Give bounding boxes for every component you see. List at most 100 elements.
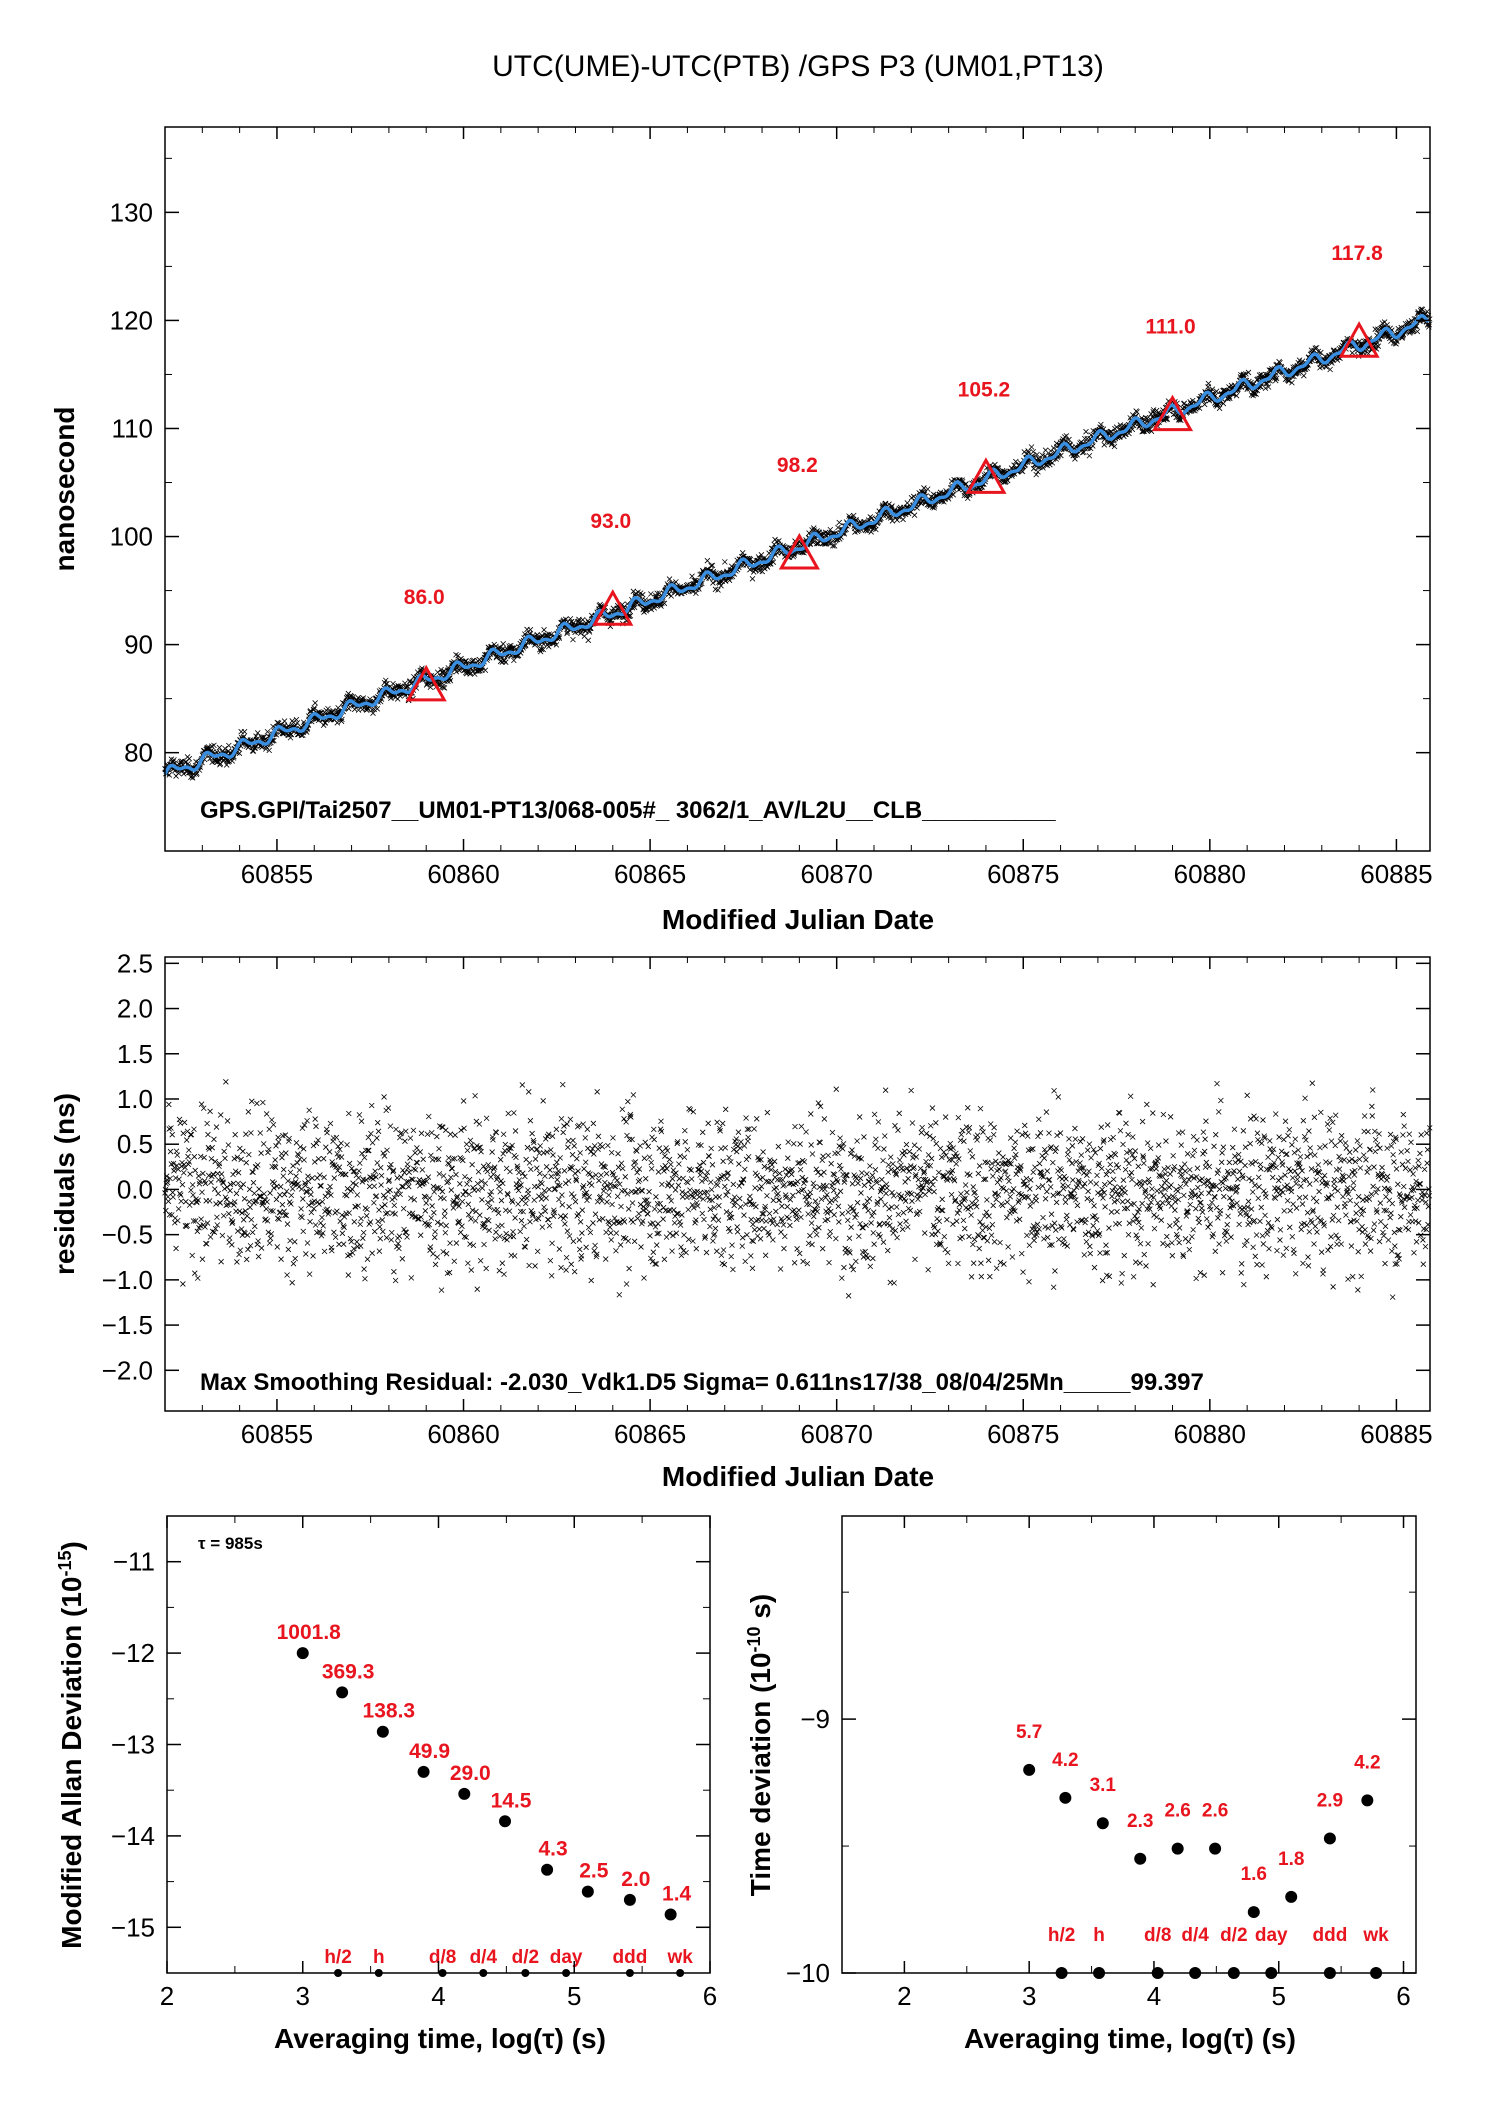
residuals-point	[220, 1212, 227, 1219]
residuals-point	[724, 1175, 730, 1182]
residuals-point	[400, 1167, 406, 1174]
residuals-point	[907, 1207, 914, 1214]
residuals-point	[519, 1082, 526, 1088]
residuals-point	[223, 1202, 230, 1209]
residuals-point	[512, 1128, 519, 1134]
residuals-point	[591, 1248, 598, 1254]
residuals-point	[508, 1197, 515, 1204]
residuals-point	[264, 1199, 270, 1205]
residuals-point	[374, 1135, 380, 1141]
residuals-point	[311, 1198, 318, 1204]
residuals-point	[442, 1229, 449, 1236]
residuals-point	[254, 1162, 261, 1168]
residuals-point	[770, 1237, 776, 1243]
residuals-point	[815, 1100, 822, 1106]
residuals-point	[605, 1218, 612, 1225]
residuals-point	[885, 1162, 892, 1168]
residuals-point	[677, 1153, 683, 1159]
residuals-point	[613, 1230, 620, 1236]
residuals-point	[278, 1256, 284, 1262]
timeseries-ytick-label: 110	[112, 413, 153, 443]
timeseries-point	[166, 772, 173, 778]
residuals-point	[287, 1237, 293, 1244]
residuals-point	[187, 1131, 194, 1138]
residuals-point	[651, 1136, 657, 1143]
residuals-point	[945, 1260, 952, 1267]
timeseries-point	[567, 615, 574, 622]
residuals-point	[830, 1180, 836, 1186]
residuals-point	[527, 1117, 534, 1124]
residuals-point	[213, 1201, 219, 1207]
residuals-point	[735, 1129, 742, 1135]
residuals-point	[837, 1188, 844, 1195]
residuals-point	[357, 1243, 364, 1249]
residuals-point	[465, 1201, 472, 1208]
residuals-point	[244, 1232, 251, 1238]
residuals-point	[498, 1197, 505, 1204]
residuals-point	[838, 1166, 844, 1172]
residuals-point	[605, 1192, 612, 1198]
residuals-point	[548, 1173, 555, 1180]
residuals-point	[835, 1150, 841, 1156]
residuals-point	[268, 1117, 275, 1123]
residuals-point	[901, 1148, 908, 1155]
timeseries-point	[293, 716, 300, 723]
residuals-point	[185, 1153, 191, 1160]
residuals-point	[844, 1217, 851, 1224]
residuals-point	[608, 1230, 614, 1236]
residuals-point	[393, 1126, 399, 1133]
residuals-point	[884, 1247, 891, 1254]
timeseries-ticks: 60855 60860 60865 60870 60875 60880 6088580901…	[110, 127, 1433, 889]
residuals-point	[726, 1154, 732, 1161]
timeseries-point	[211, 742, 217, 749]
residuals-point	[255, 1253, 262, 1260]
residuals-point	[236, 1208, 243, 1215]
residuals-point	[944, 1216, 950, 1223]
residuals-point	[806, 1194, 812, 1200]
residuals-point	[722, 1106, 729, 1113]
residuals-point	[224, 1184, 230, 1190]
residuals-point	[879, 1176, 885, 1183]
residuals-point	[600, 1188, 607, 1194]
residuals-point	[585, 1224, 592, 1231]
timeseries-point	[338, 718, 345, 725]
residuals-point	[364, 1206, 370, 1213]
residuals-point	[759, 1217, 765, 1223]
residuals-point	[491, 1166, 497, 1172]
residuals-point	[568, 1191, 575, 1197]
residuals-point	[357, 1160, 363, 1166]
residuals-point	[904, 1224, 911, 1230]
residuals-point	[807, 1189, 814, 1196]
residuals-point	[443, 1222, 449, 1229]
residuals-point	[526, 1262, 532, 1269]
residuals-point	[712, 1225, 719, 1232]
residuals-point	[197, 1153, 204, 1160]
residuals-point	[733, 1136, 740, 1142]
timeseries-ytick-label: 120	[110, 305, 153, 335]
residuals-points	[162, 1079, 1433, 1300]
residuals-point	[366, 1183, 373, 1190]
residuals-point	[428, 1215, 435, 1221]
timeseries-point	[453, 668, 460, 675]
residuals-point	[543, 1195, 549, 1201]
residuals-point	[468, 1267, 475, 1273]
residuals-point	[651, 1126, 657, 1133]
residuals-point	[459, 1223, 465, 1229]
timeseries-point	[175, 770, 182, 777]
timeseries-point	[546, 631, 552, 637]
residuals-point	[218, 1258, 224, 1265]
residuals-point	[217, 1200, 224, 1206]
residuals-point	[708, 1179, 714, 1185]
residuals-point	[790, 1192, 796, 1199]
residuals-point	[310, 1142, 317, 1149]
residuals-point	[490, 1171, 497, 1178]
residuals-point	[285, 1246, 292, 1253]
residuals-point	[512, 1215, 518, 1221]
residuals-point	[730, 1181, 737, 1188]
residuals-point	[721, 1261, 728, 1268]
timeseries-point	[222, 745, 228, 752]
residuals-point	[630, 1219, 636, 1225]
residuals-point	[864, 1171, 870, 1177]
residuals-point	[808, 1142, 814, 1148]
residuals-point	[739, 1234, 746, 1241]
